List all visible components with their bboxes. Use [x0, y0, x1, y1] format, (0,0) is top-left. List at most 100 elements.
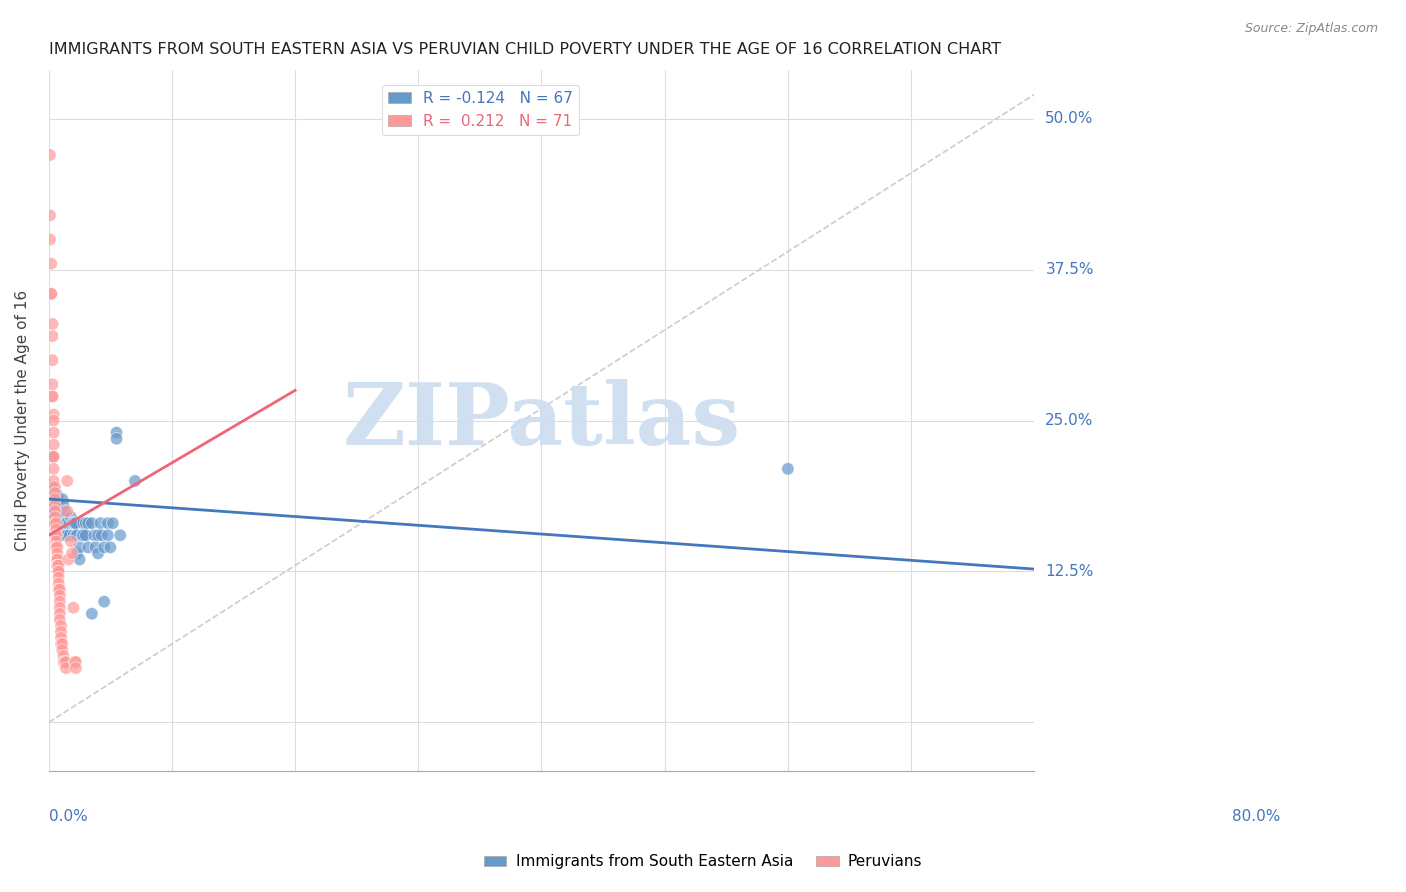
Point: [53, 528, 76, 542]
Point: [51, 510, 73, 524]
Point: [65, 516, 87, 531]
Point: [39, 510, 62, 524]
Point: [59, 516, 82, 531]
Text: 0.0%: 0.0%: [49, 809, 87, 824]
Point: [62, 600, 84, 615]
Point: [39, 148, 62, 162]
Point: [48, 528, 70, 542]
Point: [48, 582, 70, 597]
Point: [42, 438, 65, 452]
Point: [87, 528, 110, 542]
Point: [42, 474, 65, 488]
Point: [56, 516, 79, 531]
Point: [49, 637, 72, 651]
Point: [80, 516, 103, 531]
Point: [101, 516, 124, 531]
Point: [48, 565, 70, 579]
Point: [45, 528, 67, 542]
Point: [41, 377, 63, 392]
Point: [44, 510, 66, 524]
Point: [42, 450, 65, 464]
Text: 50.0%: 50.0%: [1045, 112, 1094, 127]
Point: [69, 552, 91, 566]
Point: [108, 528, 131, 542]
Point: [48, 570, 70, 584]
Text: 80.0%: 80.0%: [1232, 809, 1281, 824]
Point: [56, 528, 79, 542]
Point: [44, 504, 66, 518]
Point: [41, 389, 63, 403]
Legend: Immigrants from South Eastern Asia, Peruvians: Immigrants from South Eastern Asia, Peru…: [478, 848, 928, 875]
Point: [42, 413, 65, 427]
Point: [72, 528, 94, 542]
Point: [42, 516, 65, 531]
Point: [62, 516, 84, 531]
Text: 25.0%: 25.0%: [1045, 413, 1094, 428]
Point: [66, 528, 89, 542]
Point: [44, 516, 66, 531]
Point: [83, 528, 105, 542]
Point: [105, 425, 128, 440]
Point: [72, 516, 94, 531]
Point: [45, 486, 67, 500]
Point: [59, 528, 82, 542]
Point: [52, 498, 75, 512]
Point: [70, 528, 93, 542]
Point: [49, 631, 72, 645]
Point: [48, 491, 70, 506]
Point: [39, 257, 62, 271]
Point: [51, 637, 73, 651]
Point: [44, 486, 66, 500]
Point: [56, 504, 79, 518]
Point: [39, 450, 62, 464]
Point: [52, 516, 75, 531]
Point: [55, 655, 77, 669]
Point: [46, 558, 69, 573]
Point: [75, 516, 97, 531]
Point: [45, 541, 67, 555]
Point: [39, 286, 62, 301]
Point: [49, 595, 72, 609]
Point: [51, 491, 73, 506]
Point: [55, 661, 77, 675]
Point: [65, 528, 87, 542]
Point: [39, 286, 62, 301]
Point: [44, 510, 66, 524]
Point: [46, 558, 69, 573]
Point: [41, 498, 63, 512]
Point: [48, 516, 70, 531]
Point: [44, 486, 66, 500]
Point: [75, 528, 97, 542]
Point: [87, 546, 110, 560]
Point: [48, 558, 70, 573]
Point: [58, 552, 80, 566]
Point: [44, 480, 66, 494]
Point: [60, 516, 83, 531]
Point: [41, 317, 63, 331]
Point: [93, 595, 115, 609]
Point: [41, 480, 63, 494]
Point: [44, 498, 66, 512]
Point: [49, 522, 72, 536]
Point: [66, 546, 89, 560]
Point: [59, 534, 82, 549]
Text: Source: ZipAtlas.com: Source: ZipAtlas.com: [1244, 22, 1378, 36]
Point: [65, 655, 87, 669]
Point: [49, 607, 72, 621]
Point: [90, 528, 112, 542]
Point: [41, 329, 63, 343]
Point: [46, 552, 69, 566]
Point: [46, 552, 69, 566]
Point: [49, 624, 72, 639]
Point: [63, 655, 86, 669]
Point: [49, 589, 72, 603]
Text: ZIPatlas: ZIPatlas: [343, 378, 741, 463]
Point: [97, 516, 120, 531]
Point: [776, 462, 799, 476]
Legend: R = -0.124   N = 67, R =  0.212   N = 71: R = -0.124 N = 67, R = 0.212 N = 71: [381, 85, 579, 135]
Point: [48, 565, 70, 579]
Point: [39, 208, 62, 222]
Point: [49, 619, 72, 633]
Point: [60, 546, 83, 560]
Point: [49, 510, 72, 524]
